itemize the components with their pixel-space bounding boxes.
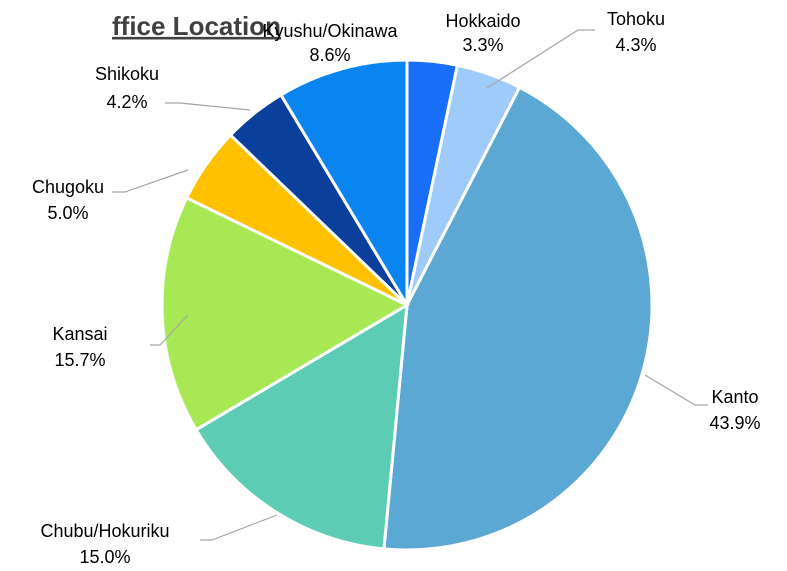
slice-name: Hokkaido [445,11,520,31]
chart-title: ffice Location [112,11,281,41]
leader-line [112,169,189,193]
pie-slice [160,195,411,432]
slice-name: Chugoku [32,177,104,197]
slice-value: 4.3% [615,35,656,55]
slice-name: Kanto [711,387,758,407]
slice-value: 3.3% [462,35,503,55]
leader-line [150,314,189,346]
slice-value: 15.0% [79,547,130,567]
slice-value: 5.0% [47,203,88,223]
leader-line [486,29,595,89]
slice-name: Kyushu/Okinawa [262,21,398,41]
slice-value: 4.2% [106,92,147,112]
slice-name: Tohoku [607,9,665,29]
leader-line [644,374,708,406]
slice-value: 8.6% [309,45,350,65]
slice-name: Shikoku [95,64,159,84]
slice-name: Chubu/Hokuriku [40,521,169,541]
pie-slice [278,58,409,311]
pie-slice [194,302,409,551]
slice-name: Kansai [52,324,107,344]
slice-value: 43.9% [709,413,760,433]
slice-value: 15.7% [54,350,105,370]
leader-line [200,514,278,541]
leader-line [165,102,251,111]
pie-slice [382,85,654,552]
